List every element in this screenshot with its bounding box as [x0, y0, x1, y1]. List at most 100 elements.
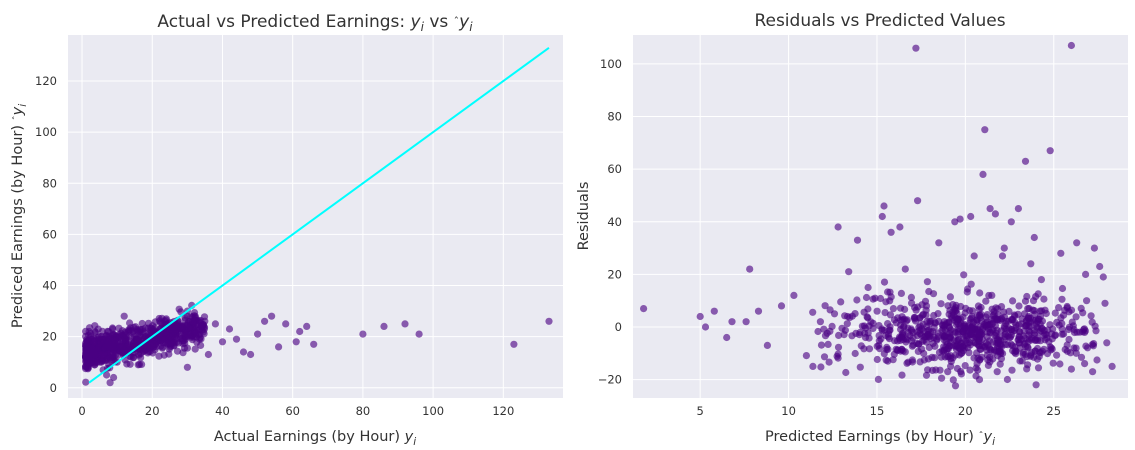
data-point: [1029, 316, 1038, 325]
data-point: [912, 44, 920, 52]
data-point: [920, 349, 928, 358]
data-point: [956, 215, 964, 223]
data-point: [880, 202, 888, 210]
data-point: [197, 335, 205, 343]
data-point: [239, 348, 248, 356]
y-tick-label: 0: [50, 381, 57, 395]
data-point: [192, 329, 200, 337]
data-point: [897, 289, 906, 297]
data-point: [873, 307, 881, 315]
data-point: [878, 212, 886, 221]
data-point: [1030, 233, 1038, 242]
data-point: [1037, 276, 1045, 284]
data-point: [225, 325, 234, 333]
x-tick-label: 120: [492, 404, 514, 418]
data-point: [1037, 349, 1045, 357]
data-point: [92, 358, 100, 366]
data-point: [894, 314, 902, 322]
data-point: [754, 307, 763, 315]
tick-labels-right: 5 10 15 20 25 −20 0 20 40 60 80 100: [598, 57, 1061, 418]
data-point: [103, 371, 111, 379]
data-point: [401, 320, 409, 328]
data-point: [848, 332, 856, 340]
data-point: [1027, 260, 1035, 268]
data-point: [837, 298, 845, 306]
data-point: [98, 357, 106, 365]
y-axis-label-left: Prediced Earnings (by Hour) ˆyi: [10, 104, 29, 328]
data-point: [935, 239, 943, 247]
data-point: [973, 340, 981, 348]
data-point: [1015, 302, 1023, 310]
data-point: [856, 363, 864, 371]
data-point: [185, 324, 193, 332]
data-point: [172, 335, 181, 343]
data-point: [1000, 336, 1009, 344]
data-point: [1000, 244, 1008, 252]
data-point: [855, 331, 864, 339]
data-point: [1058, 330, 1066, 338]
data-point: [126, 319, 134, 327]
data-point: [89, 345, 97, 353]
x-tick-label: 80: [356, 404, 371, 418]
data-point: [898, 371, 906, 379]
data-point: [914, 347, 922, 355]
data-point: [923, 278, 932, 286]
data-point: [928, 366, 937, 374]
data-point: [118, 337, 126, 345]
data-point: [997, 303, 1006, 311]
data-point: [1052, 331, 1060, 339]
data-point: [85, 327, 93, 336]
data-point: [1061, 345, 1069, 354]
data-point: [953, 315, 961, 323]
data-point: [218, 338, 227, 346]
data-point: [1087, 312, 1095, 320]
data-point: [1030, 329, 1039, 337]
data-point: [303, 322, 311, 330]
data-point: [922, 302, 931, 310]
data-point: [1061, 306, 1069, 314]
data-point: [1092, 327, 1100, 335]
x-tick-label: 5: [697, 404, 704, 418]
data-point: [960, 322, 968, 330]
data-point: [922, 371, 931, 379]
data-point: [1081, 360, 1089, 368]
data-point: [996, 360, 1004, 368]
data-point: [120, 347, 128, 355]
data-point: [951, 218, 959, 226]
y-tick-label: 60: [42, 227, 57, 241]
data-point: [920, 333, 928, 341]
data-point: [887, 293, 895, 301]
y-tick-label: 40: [42, 279, 57, 293]
data-point: [878, 326, 886, 334]
data-point: [1003, 375, 1012, 384]
data-point: [937, 300, 945, 308]
data-point: [886, 311, 895, 319]
data-point: [931, 354, 939, 362]
data-point: [880, 278, 889, 286]
y-tick-label: 20: [607, 267, 622, 281]
data-point: [814, 327, 822, 336]
data-point: [802, 352, 811, 360]
data-point: [960, 334, 968, 343]
x-tick-label: 0: [78, 404, 85, 418]
data-point: [944, 368, 952, 376]
data-point: [993, 326, 1001, 334]
data-point: [986, 329, 994, 337]
data-point: [200, 313, 209, 321]
data-point: [310, 340, 318, 348]
x-tick-label: 100: [422, 404, 444, 418]
data-point: [966, 306, 974, 315]
data-point: [967, 325, 976, 333]
data-point: [1015, 321, 1023, 329]
data-point: [1018, 357, 1026, 365]
data-point: [902, 338, 910, 346]
data-point: [951, 382, 960, 390]
data-point: [936, 366, 944, 374]
data-point: [110, 373, 118, 382]
data-point: [134, 361, 142, 369]
data-point: [197, 341, 205, 349]
data-point: [1077, 353, 1086, 361]
data-point: [1089, 368, 1097, 376]
data-point: [965, 349, 973, 357]
